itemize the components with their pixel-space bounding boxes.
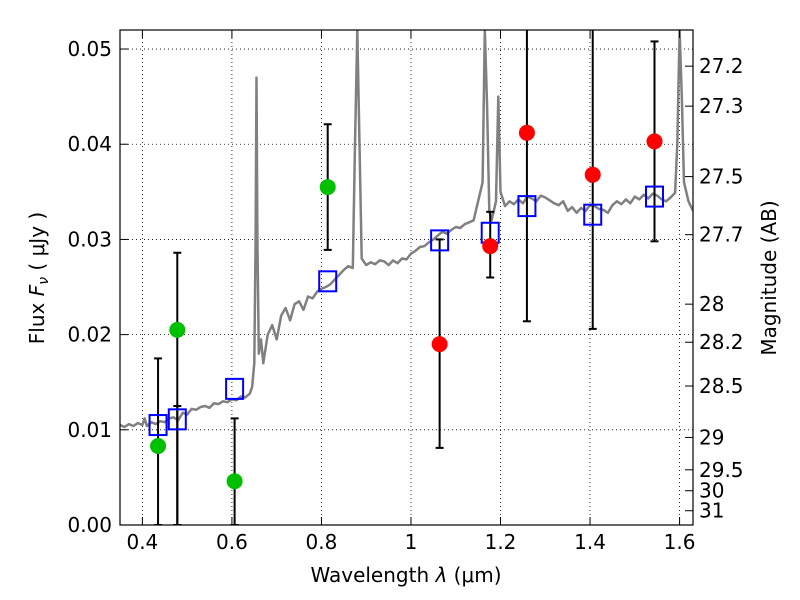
y-tick-label: 0.04 — [67, 132, 112, 156]
magnitude-tick-label: 31 — [699, 499, 724, 523]
observed-point — [169, 321, 186, 338]
magnitude-tick-label: 27.2 — [699, 54, 744, 78]
magnitude-tick-label: 28.5 — [699, 374, 744, 398]
magnitude-tick-label: 28 — [699, 292, 724, 316]
observed-point — [150, 437, 167, 454]
magnitude-tick-label: 29 — [699, 425, 724, 449]
y-tick-label: 0.00 — [67, 513, 112, 537]
y2-axis-label: Magnitude (AB) — [757, 200, 781, 355]
observed-point — [226, 473, 243, 490]
y-tick-label: 0.02 — [67, 323, 112, 347]
x-tick-label: 1 — [405, 530, 418, 554]
magnitude-tick-label: 29.5 — [699, 458, 744, 482]
grid-layer — [120, 30, 693, 526]
y-tick-label: 0.03 — [67, 227, 112, 251]
plot-layer — [120, 30, 693, 525]
x-axis-label: Wavelength λ (μm) — [310, 563, 501, 587]
magnitude-tick-label: 30 — [699, 479, 724, 503]
x-tick-label: 0.8 — [306, 530, 338, 554]
model-photometry-point — [167, 408, 187, 431]
observed-point — [518, 124, 535, 141]
y-tick-label: 0.05 — [67, 37, 112, 61]
model-photometry-point — [517, 195, 537, 218]
x-tick-label: 1.2 — [485, 530, 517, 554]
x-tick-label: 1.4 — [574, 530, 606, 554]
model-photometry-point — [225, 377, 245, 400]
model-photometry-point — [318, 270, 338, 293]
observed-point — [646, 133, 663, 150]
magnitude-tick-label: 27.3 — [699, 94, 744, 118]
observed-point — [482, 238, 499, 255]
x-tick-label: 0.4 — [126, 530, 158, 554]
model-photometry-point — [430, 229, 450, 252]
model-photometry-point — [583, 203, 603, 226]
spectrum-line — [120, 30, 693, 429]
axis-layer: 0.00 0.01 0.02 0.03 0.04 0.05 0.4 0.6 0.8 1 1.2 1.4… — [67, 30, 744, 554]
y-tick-label: 0.01 — [67, 418, 112, 442]
observed-point — [319, 179, 336, 196]
y-axis-label: Flux Fν ( μJy ) — [25, 212, 52, 344]
model-photometry-point — [645, 185, 665, 208]
magnitude-tick-label: 27.5 — [699, 165, 744, 189]
observed-point — [431, 336, 448, 353]
magnitude-tick-label: 28.2 — [699, 330, 744, 354]
plot-frame — [119, 29, 694, 526]
x-tick-label: 1.6 — [664, 530, 696, 554]
magnitude-tick-label: 27.7 — [699, 223, 744, 247]
observed-point — [584, 166, 601, 183]
x-tick-label: 0.6 — [216, 530, 248, 554]
model-photometry-point — [148, 414, 168, 437]
